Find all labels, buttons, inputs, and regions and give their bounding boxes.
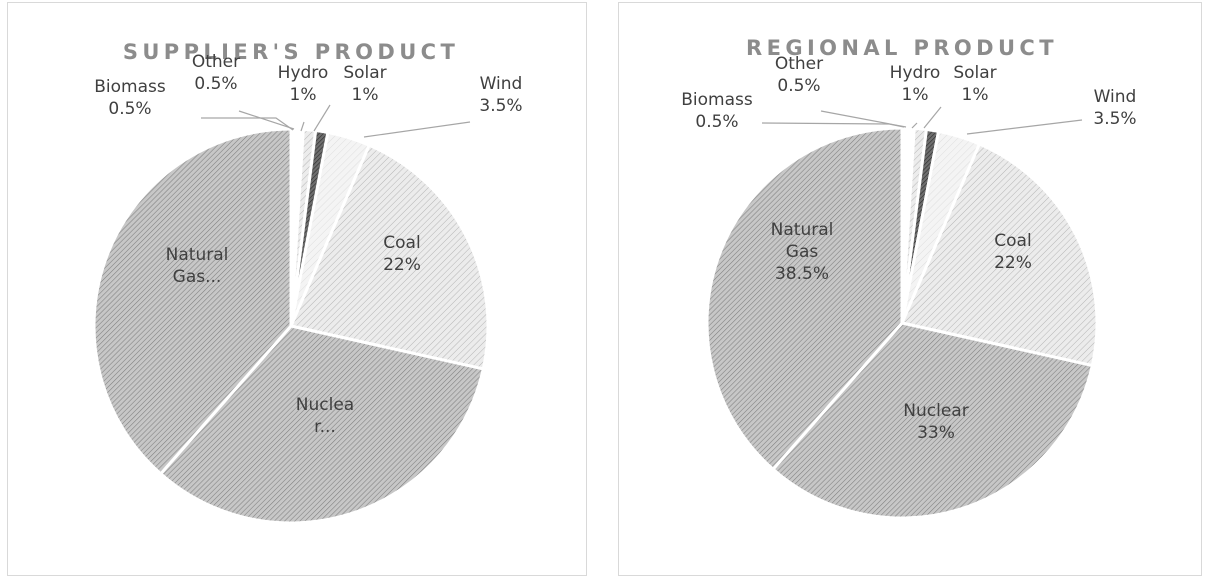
leader-line-solar [313, 104, 331, 132]
data-label-solar: Solar 1% [953, 63, 996, 105]
data-label-natural-gas: Natural Gas 38.5% [771, 220, 834, 284]
pie-slice-natural-gas [705, 126, 904, 471]
pie-slice-natural-gas [92, 127, 293, 476]
data-label-other: Other 0.5% [192, 52, 240, 94]
supplier-pie-svg: SUPPLIER'S PRODUCT Biomass 0.5% Other 0.5% Hy… [92, 40, 523, 525]
pie-slice-coal [289, 143, 490, 371]
data-label-biomass: Biomass 0.5% [94, 77, 166, 119]
data-label-nuclear: Nuclear 33% [903, 401, 968, 443]
pie-slice-coal [900, 142, 1099, 368]
leader-line-biomass [761, 122, 905, 128]
data-label-wind: Wind 3.5% [1093, 87, 1136, 129]
leader-line-other [238, 110, 295, 130]
pie-slice-nuclear [159, 324, 485, 525]
regional-product-chart: REGIONAL PRODUCT Biomass 0.5% Other 0.5% Hydr… [618, 2, 1202, 576]
chart-title: SUPPLIER'S PRODUCT [123, 40, 459, 64]
data-label-biomass: Biomass 0.5% [681, 90, 753, 132]
regional-pie-svg: REGIONAL PRODUCT Biomass 0.5% Other 0.5% Hydr… [681, 36, 1137, 520]
pie-slice-nuclear [771, 321, 1094, 520]
leader-line-hydro [300, 121, 305, 132]
chart-title: REGIONAL PRODUCT [746, 36, 1058, 60]
data-label-hydro: Hydro 1% [278, 63, 329, 105]
leader-line-hydro [911, 122, 918, 129]
data-label-nuclear: Nuclea r... [296, 395, 354, 437]
supplier-product-chart: SUPPLIER'S PRODUCT Biomass 0.5% Other 0.5% Hy… [7, 2, 587, 576]
leader-line-other [820, 110, 907, 128]
data-label-wind: Wind 3.5% [479, 74, 522, 116]
data-label-natural-gas: Natural Gas... [166, 245, 229, 287]
data-label-coal: Coal 22% [994, 231, 1032, 273]
data-label-solar: Solar 1% [343, 63, 386, 105]
data-label-other: Other 0.5% [775, 54, 823, 96]
data-label-hydro: Hydro 1% [890, 63, 941, 105]
data-label-coal: Coal 22% [383, 233, 421, 275]
leader-line-wind [363, 121, 471, 138]
leader-line-solar [923, 106, 942, 129]
leader-line-wind [966, 119, 1083, 135]
leader-line-biomass [201, 117, 294, 131]
